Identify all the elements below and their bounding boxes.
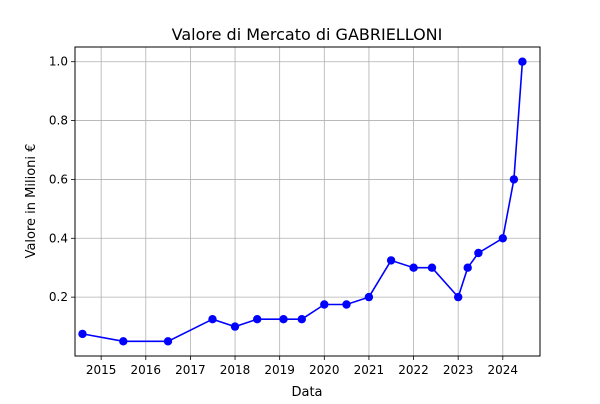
x-axis-label: Data (291, 385, 322, 400)
y-tick-label: 1.0 (49, 55, 68, 69)
chart-title: Valore di Mercato di GABRIELLONI (172, 25, 443, 44)
series-layer (78, 57, 527, 346)
data-point (386, 256, 396, 265)
grid-layer (75, 47, 540, 356)
data-point (454, 292, 463, 302)
data-point (279, 315, 288, 324)
data-point (297, 315, 306, 324)
y-tick-label: 0.2 (49, 290, 68, 304)
x-tick-label: 2017 (175, 363, 206, 377)
data-point (208, 315, 217, 324)
y-axis-label: Valore in Milioni € (24, 144, 39, 259)
x-tick-label: 2015 (86, 363, 117, 377)
data-point (463, 263, 472, 272)
x-tick-label: 2019 (264, 363, 295, 377)
x-tick-label: 2022 (398, 363, 429, 377)
data-point (409, 263, 418, 272)
y-tick-label: 0.6 (49, 172, 68, 186)
x-tick-label: 2021 (354, 363, 385, 377)
x-tick-label: 2023 (443, 363, 474, 377)
data-point (342, 300, 351, 309)
data-point (498, 234, 507, 243)
data-point (364, 292, 374, 302)
data-point (320, 300, 329, 309)
data-point (253, 315, 262, 324)
x-tick-label: 2018 (220, 363, 251, 377)
data-point (230, 322, 240, 331)
data-point (163, 337, 173, 346)
data-point (518, 57, 527, 66)
x-tick-label: 2016 (131, 363, 162, 377)
y-tick-label: 0.4 (49, 231, 68, 245)
data-point (78, 329, 87, 339)
x-tick-label: 2024 (488, 363, 519, 377)
data-point (509, 175, 519, 184)
tick-layer: 2015 2016 2017 2018 2019 2020 2021 2022 2023 2024… (49, 55, 518, 377)
data-point (119, 337, 128, 346)
y-tick-label: 0.8 (49, 114, 68, 128)
x-tick-label: 2020 (309, 363, 340, 377)
plot-area-frame (74, 46, 541, 357)
data-point (474, 248, 483, 258)
data-point (427, 263, 437, 272)
